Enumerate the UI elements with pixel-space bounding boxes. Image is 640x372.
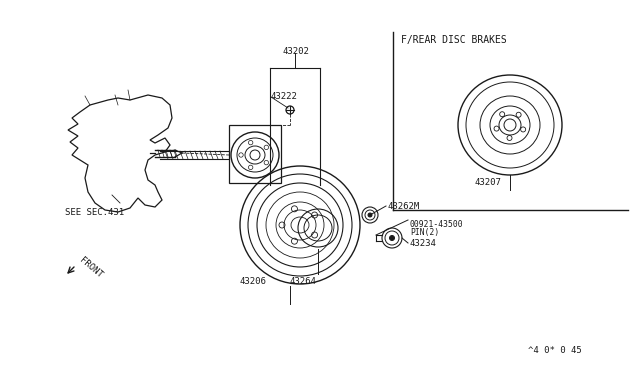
- Text: 43207: 43207: [475, 178, 502, 187]
- Text: F/REAR DISC BRAKES: F/REAR DISC BRAKES: [401, 35, 507, 45]
- Text: 43234: 43234: [410, 238, 437, 247]
- Text: 43264: 43264: [289, 277, 316, 286]
- Text: 43222: 43222: [271, 92, 298, 101]
- Circle shape: [390, 235, 394, 241]
- Text: 43262M: 43262M: [388, 202, 420, 211]
- Text: SEE SEC.431: SEE SEC.431: [65, 208, 124, 217]
- Text: PIN(2): PIN(2): [410, 228, 439, 237]
- Text: 00921-43500: 00921-43500: [410, 220, 463, 229]
- Text: 43202: 43202: [283, 47, 309, 56]
- Circle shape: [368, 213, 372, 217]
- Text: 43206: 43206: [239, 277, 266, 286]
- Text: ^4 0* 0 45: ^4 0* 0 45: [528, 346, 582, 355]
- Text: FRONT: FRONT: [78, 256, 104, 280]
